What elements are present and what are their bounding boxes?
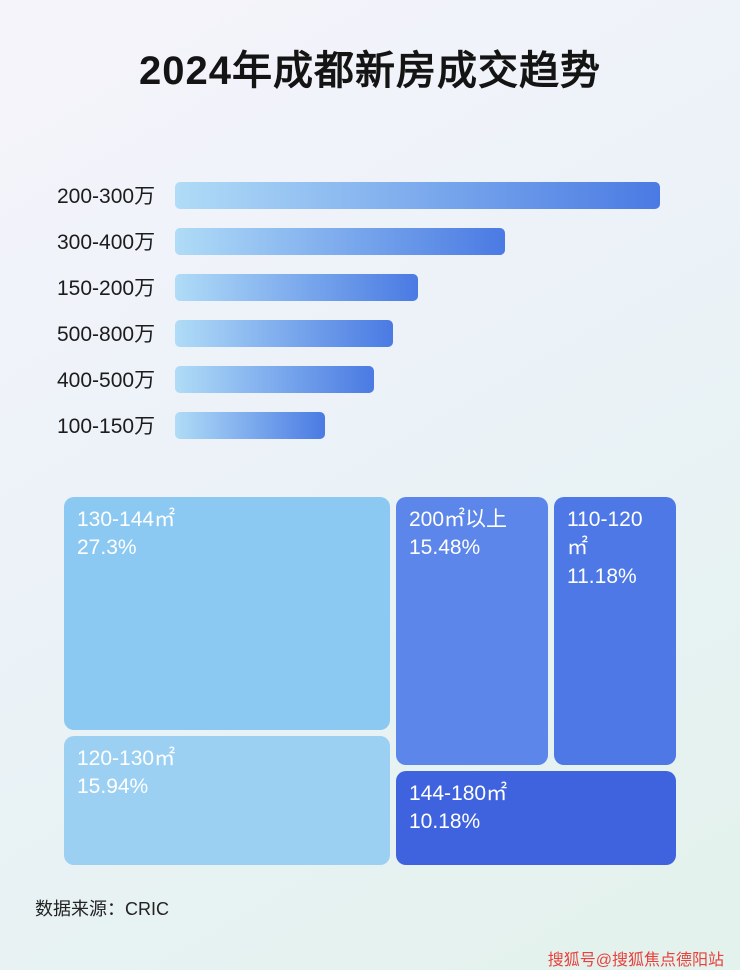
treemap-block-percent: 15.94% [77, 775, 149, 799]
bar-category-label: 400-500万 [57, 369, 156, 392]
bar-track [175, 365, 660, 393]
bar-track [175, 319, 660, 347]
bar-row: 300-400万 [57, 218, 697, 264]
treemap-block-percent: 27.3% [77, 536, 137, 560]
bar [175, 227, 505, 255]
treemap-block-label: 144-180㎡ [409, 782, 508, 805]
treemap-block-percent: 15.48% [409, 536, 481, 560]
bar-track [175, 273, 660, 301]
bar-row: 150-200万 [57, 264, 697, 310]
treemap-block: 120-130㎡ 15.94% [64, 736, 390, 865]
treemap-block: 110-120㎡ 11.18% [554, 497, 676, 765]
bar-row: 200-300万 [57, 172, 697, 218]
bar-category-label: 200-300万 [57, 185, 156, 208]
bar-track [175, 181, 660, 209]
treemap-block: 130-144㎡ 27.3% [64, 497, 390, 730]
treemap-block-label: 120-130㎡ [77, 747, 176, 770]
treemap-block-label: 200㎡以上 [409, 508, 508, 531]
bar-category-label: 300-400万 [57, 231, 156, 254]
bar [175, 365, 374, 393]
bar-category-label: 100-150万 [57, 415, 156, 438]
treemap-block: 144-180㎡ 10.18% [396, 771, 676, 865]
bar-row: 400-500万 [57, 356, 697, 402]
bar-row: 500-800万 [57, 310, 697, 356]
bar [175, 273, 418, 301]
area-treemap: 130-144㎡ 27.3% 120-130㎡ 15.94% 200㎡以上 15.48% 1… [64, 497, 676, 865]
treemap-block-label: 130-144㎡ [77, 508, 176, 531]
bar-row: 100-150万 [57, 402, 697, 448]
treemap-block-percent: 11.18% [567, 564, 637, 588]
data-source: 数据来源：CRIC [35, 899, 169, 919]
bar-category-label: 150-200万 [57, 277, 156, 300]
treemap-block-percent: 10.18% [409, 810, 481, 834]
treemap-block-label: 110-120㎡ [567, 508, 643, 560]
watermark: 搜狐号@搜狐焦点德阳站 [547, 952, 724, 969]
page-title: 2024年成都新房成交趋势 [139, 49, 601, 93]
treemap-block: 200㎡以上 15.48% [396, 497, 548, 765]
bar-track [175, 411, 660, 439]
bar-track [175, 227, 660, 255]
bar-category-label: 500-800万 [57, 323, 156, 346]
bar [175, 319, 394, 347]
bar [175, 181, 660, 209]
price-bar-chart: 200-300万 300-400万 150-200万 500-800万 400-500万… [57, 172, 697, 448]
bar [175, 411, 326, 439]
